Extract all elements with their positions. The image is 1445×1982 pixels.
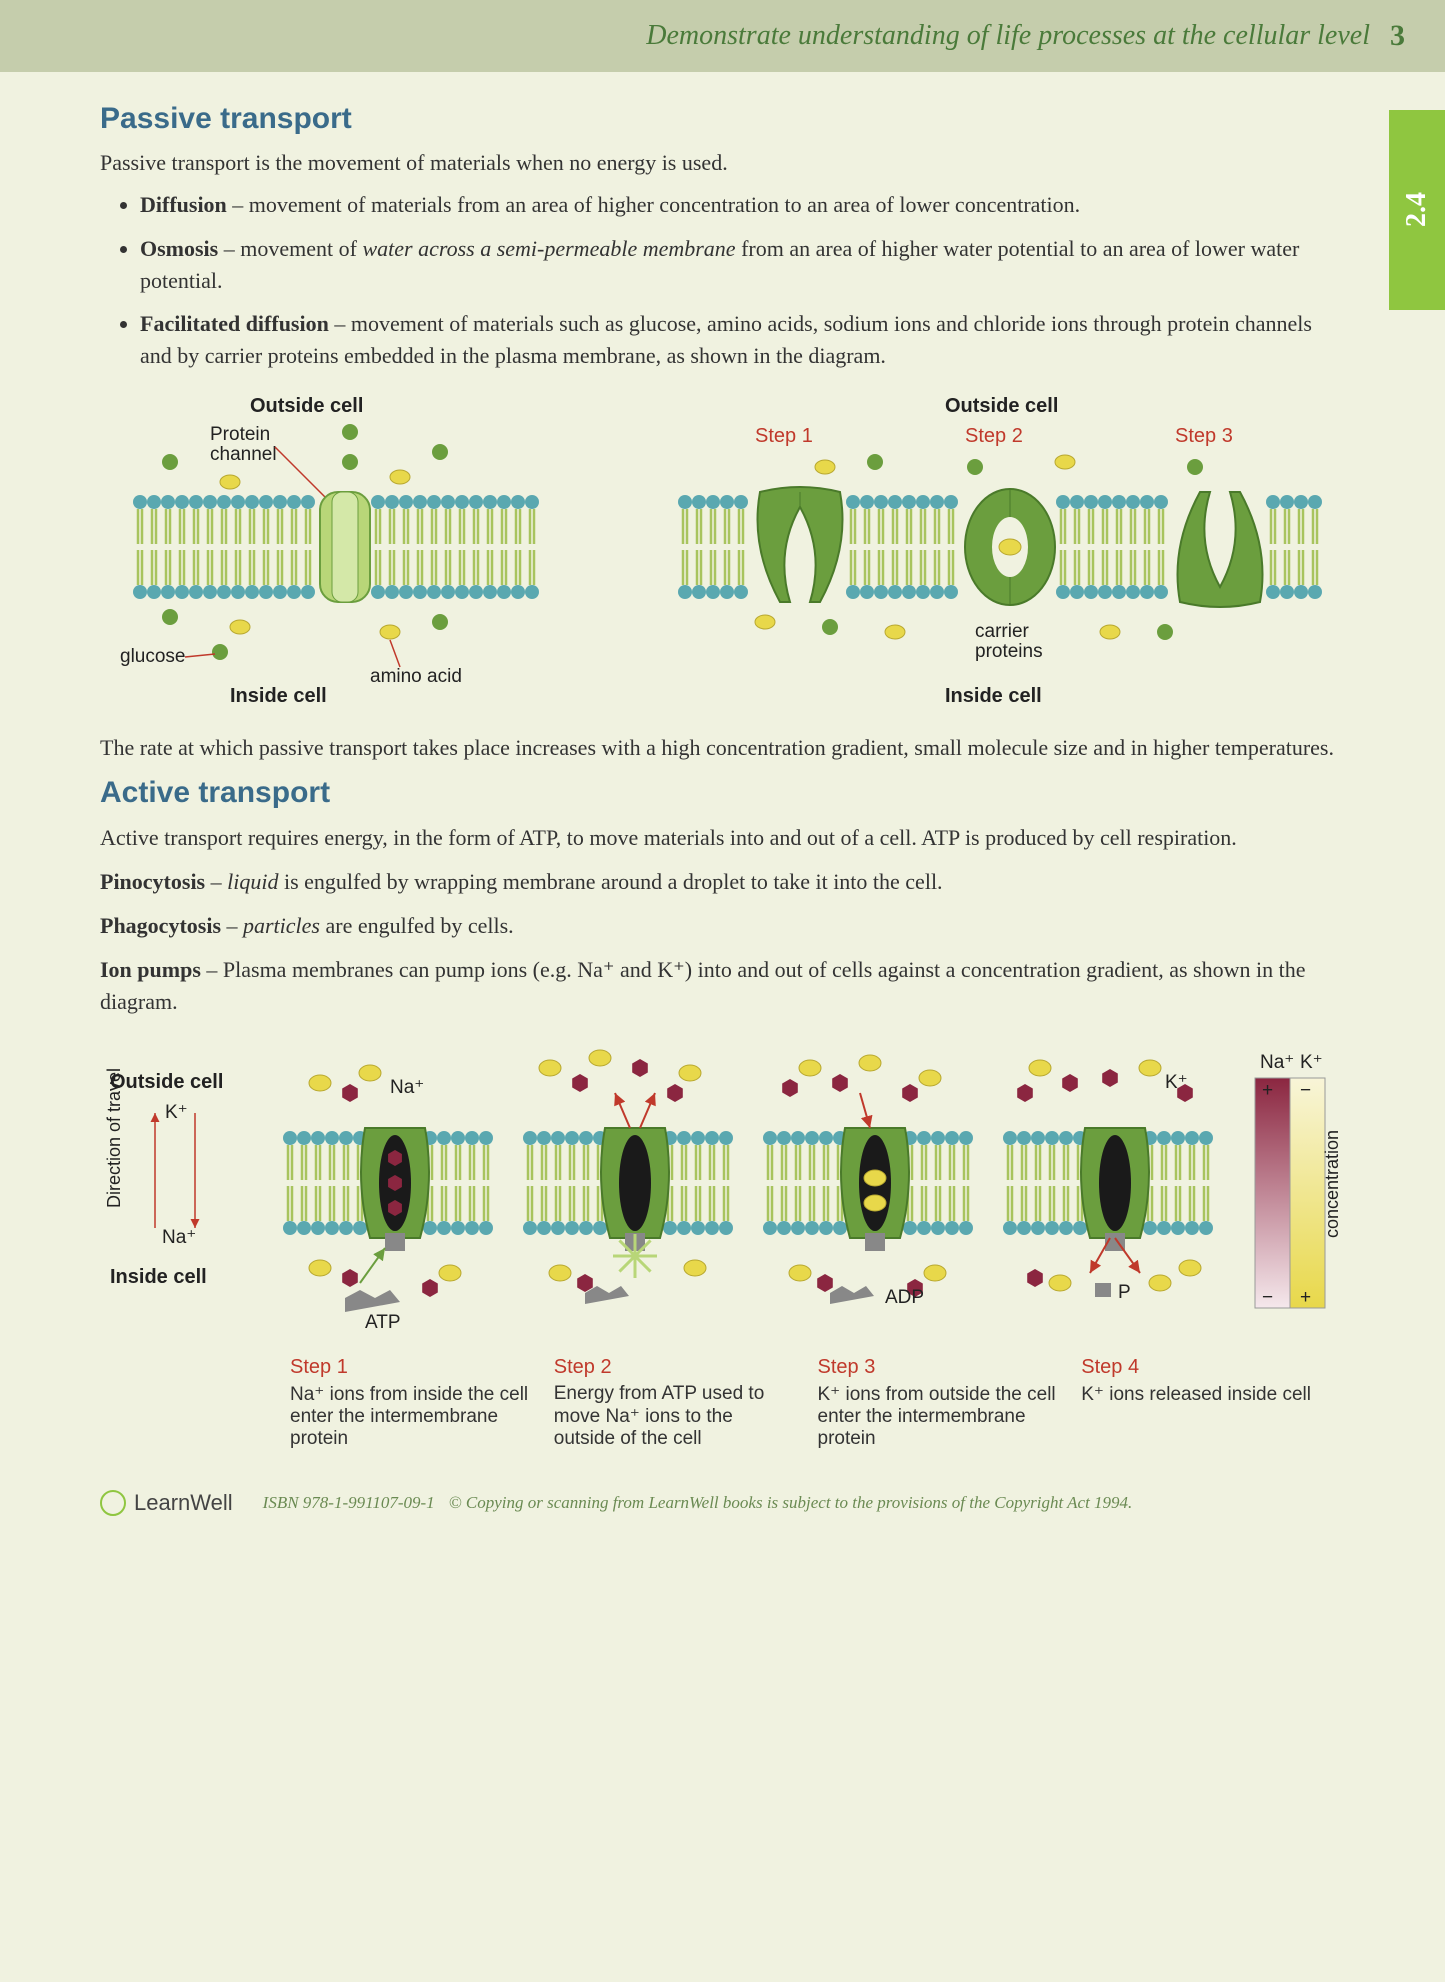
passive-intro: Passive transport is the movement of mat… xyxy=(100,148,1345,179)
svg-text:Outside cell: Outside cell xyxy=(110,1071,223,1093)
step3-caption: Step 3 K⁺ ions from outside the cell ent… xyxy=(818,1356,1082,1450)
svg-text:Step 3: Step 3 xyxy=(1175,425,1233,447)
active-heading: Active transport xyxy=(100,776,1345,810)
isbn: ISBN 978-1-991107-09-1 xyxy=(263,1493,435,1513)
svg-text:K⁺: K⁺ xyxy=(1300,1052,1323,1073)
step1-caption: Step 1 Na⁺ ions from inside the cell ent… xyxy=(290,1356,554,1450)
svg-text:ATP: ATP xyxy=(365,1312,401,1333)
svg-text:Outside cell: Outside cell xyxy=(250,395,363,417)
step4-caption: Step 4 K⁺ ions released inside cell xyxy=(1081,1356,1345,1450)
svg-text:Direction of travel: Direction of travel xyxy=(104,1068,124,1208)
svg-text:Protein: Protein xyxy=(210,424,270,445)
svg-text:−: − xyxy=(1262,1287,1273,1308)
svg-text:+: + xyxy=(1262,1080,1273,1101)
svg-text:P: P xyxy=(1118,1282,1131,1303)
svg-text:carrier: carrier xyxy=(975,621,1030,642)
page-header: Demonstrate understanding of life proces… xyxy=(0,0,1445,72)
logo-icon xyxy=(100,1490,126,1516)
svg-text:K⁺: K⁺ xyxy=(165,1102,188,1123)
svg-text:Step 1: Step 1 xyxy=(755,425,813,447)
copyright: © Copying or scanning from LearnWell boo… xyxy=(449,1493,1133,1513)
facilitated-item: Facilitated diffusion – movement of mate… xyxy=(140,308,1345,372)
osmosis-item: Osmosis – movement of water across a sem… xyxy=(140,233,1345,297)
page-footer: LearnWell ISBN 978-1-991107-09-1 © Copyi… xyxy=(0,1470,1445,1546)
svg-text:Step 2: Step 2 xyxy=(965,425,1023,447)
svg-text:Inside cell: Inside cell xyxy=(945,685,1042,707)
svg-text:−: − xyxy=(1300,1080,1311,1101)
svg-text:Inside cell: Inside cell xyxy=(230,685,327,707)
main-content: Passive transport Passive transport is t… xyxy=(0,72,1445,1470)
header-title: Demonstrate understanding of life proces… xyxy=(646,20,1370,52)
passive-list: Diffusion – movement of materials from a… xyxy=(140,189,1345,372)
svg-text:proteins: proteins xyxy=(975,641,1043,662)
step-captions: Step 1 Na⁺ ions from inside the cell ent… xyxy=(100,1356,1345,1450)
diffusion-item: Diffusion – movement of materials from a… xyxy=(140,189,1345,221)
svg-text:amino acid: amino acid xyxy=(370,666,462,687)
svg-text:Outside cell: Outside cell xyxy=(945,395,1058,417)
svg-text:Na⁺: Na⁺ xyxy=(1260,1052,1294,1073)
svg-text:channel: channel xyxy=(210,444,277,465)
svg-text:glucose: glucose xyxy=(120,646,186,667)
step2-caption: Step 2 Energy from ATP used to move Na⁺ … xyxy=(554,1356,818,1450)
svg-text:ADP: ADP xyxy=(885,1287,924,1308)
passive-rate-text: The rate at which passive transport take… xyxy=(100,732,1345,764)
passive-heading: Passive transport xyxy=(100,102,1345,136)
passive-diagrams: Outside cell Protein channel xyxy=(100,392,1345,712)
protein-channel-diagram: Outside cell Protein channel xyxy=(100,392,625,712)
brand-logo: LearnWell xyxy=(100,1490,233,1516)
svg-text:concentration: concentration xyxy=(1322,1130,1342,1238)
pinocytosis: Pinocytosis – liquid is engulfed by wrap… xyxy=(100,866,1345,898)
svg-text:Inside cell: Inside cell xyxy=(110,1266,207,1288)
carrier-protein-diagram: Outside cell Step 1 Step 2 Step 3 xyxy=(665,392,1345,712)
svg-text:K⁺: K⁺ xyxy=(1165,1072,1188,1093)
ion-pumps: Ion pumps – Plasma membranes can pump io… xyxy=(100,954,1345,1018)
page-number: 3 xyxy=(1390,19,1405,53)
svg-text:+: + xyxy=(1300,1287,1311,1308)
svg-text:Na⁺: Na⁺ xyxy=(162,1227,196,1248)
phagocytosis: Phagocytosis – particles are engulfed by… xyxy=(100,910,1345,942)
ion-pump-diagram: Outside cell Inside cell Direction of tr… xyxy=(100,1038,1345,1450)
svg-text:Na⁺: Na⁺ xyxy=(390,1077,424,1098)
active-intro: Active transport requires energy, in the… xyxy=(100,822,1345,854)
